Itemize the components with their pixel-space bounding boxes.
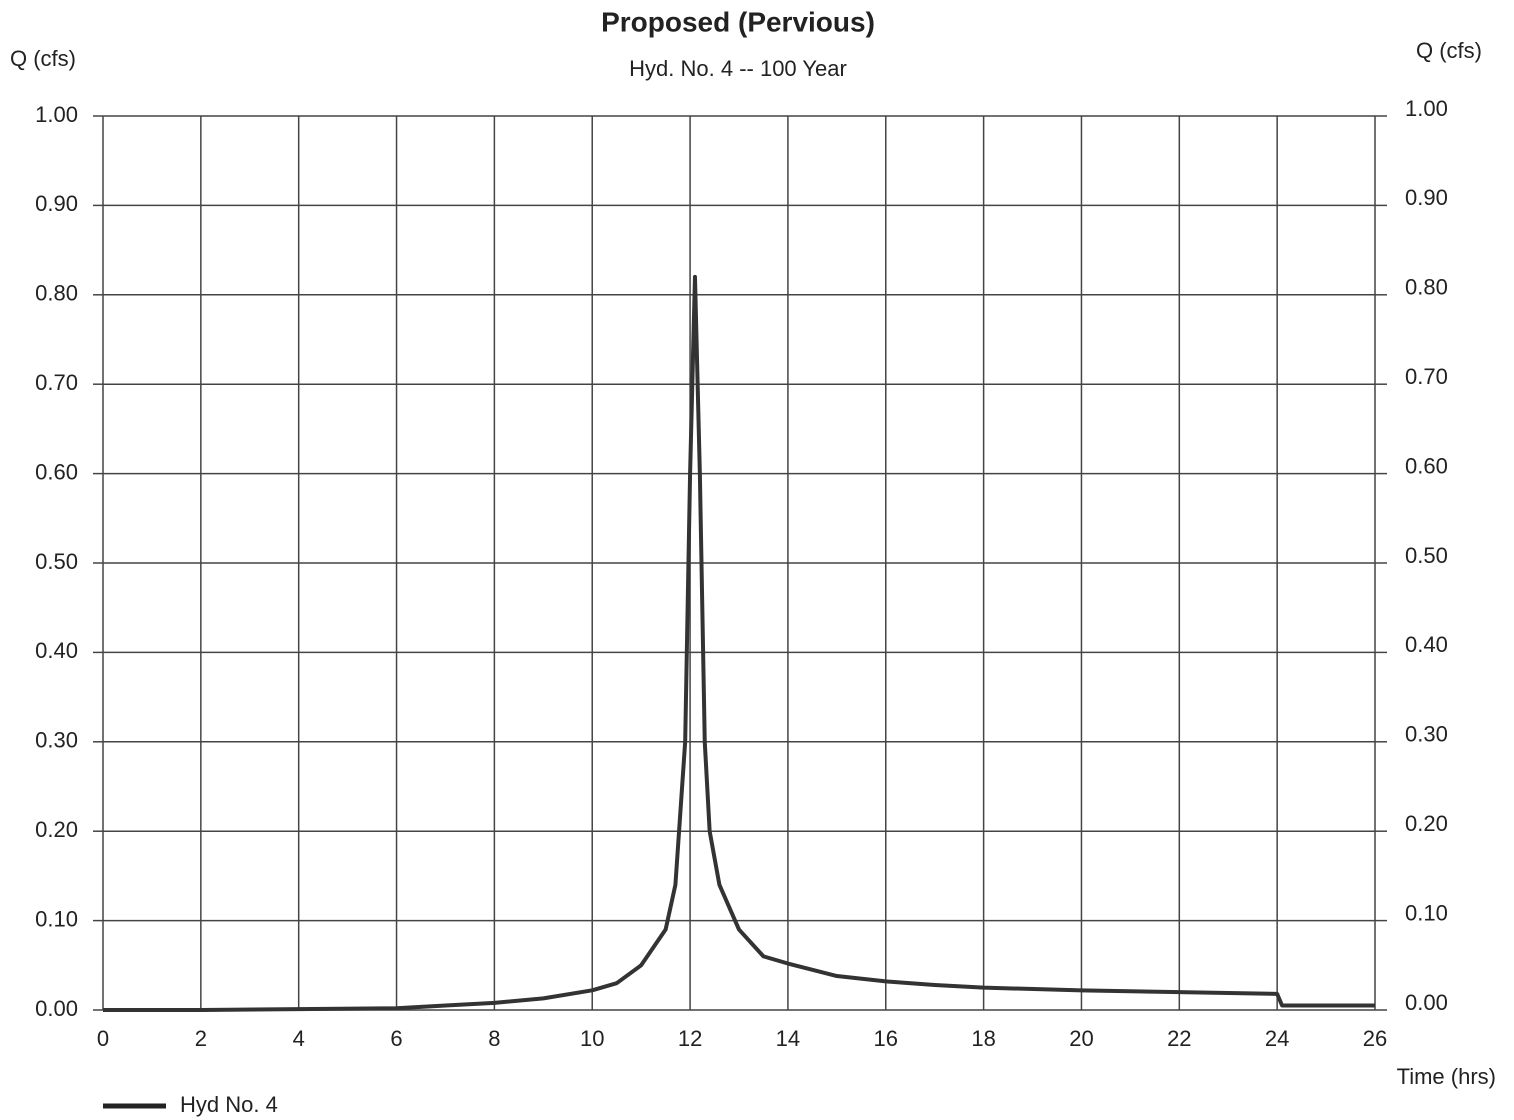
y2-tick-label: 1.00 bbox=[1405, 96, 1448, 121]
x-tick-label: 6 bbox=[390, 1026, 402, 1051]
y2-tick-label: 0.50 bbox=[1405, 543, 1448, 568]
x-tick-label: 18 bbox=[971, 1026, 995, 1051]
x-tick-label: 10 bbox=[580, 1026, 604, 1051]
y-tick-label: 0.40 bbox=[35, 638, 78, 663]
y2-axis-label: Q (cfs) bbox=[1416, 38, 1482, 63]
x-tick-label: 20 bbox=[1069, 1026, 1093, 1051]
y2-tick-label: 0.80 bbox=[1405, 275, 1448, 300]
x-axis-label: Time (hrs) bbox=[1397, 1064, 1496, 1089]
y2-tick-label: 0.30 bbox=[1405, 722, 1448, 747]
line-series bbox=[103, 274, 1375, 1012]
x-tick-label: 26 bbox=[1363, 1026, 1387, 1051]
x-tick-label: 0 bbox=[97, 1026, 109, 1051]
y-tick-label: 0.60 bbox=[35, 459, 78, 484]
x-tick-label: 12 bbox=[678, 1026, 702, 1051]
x-tick-label: 14 bbox=[776, 1026, 800, 1051]
y2-tick-label: 0.00 bbox=[1405, 990, 1448, 1015]
x-tick-label: 4 bbox=[293, 1026, 305, 1051]
y2-tick-label: 0.90 bbox=[1405, 185, 1448, 210]
legend-label: Hyd No. 4 bbox=[180, 1092, 278, 1117]
x-tick-label: 2 bbox=[195, 1026, 207, 1051]
x-tick-label: 24 bbox=[1265, 1026, 1289, 1051]
x-tick-label: 16 bbox=[874, 1026, 898, 1051]
x-tick-label: 8 bbox=[488, 1026, 500, 1051]
y-tick-label: 1.00 bbox=[35, 102, 78, 127]
y2-tick-label: 0.10 bbox=[1405, 900, 1448, 925]
y-axis-label: Q (cfs) bbox=[10, 46, 76, 71]
x-tick-label: 22 bbox=[1167, 1026, 1191, 1051]
y2-tick-label: 0.60 bbox=[1405, 453, 1448, 478]
y2-tick-label: 0.20 bbox=[1405, 811, 1448, 836]
y-tick-label: 0.30 bbox=[35, 728, 78, 753]
chart-title: Proposed (Pervious) bbox=[601, 6, 875, 37]
y-tick-label: 0.10 bbox=[35, 906, 78, 931]
chart-subtitle: Hyd. No. 4 -- 100 Year bbox=[629, 56, 847, 81]
y2-tick-label: 0.70 bbox=[1405, 364, 1448, 389]
y-tick-label: 0.20 bbox=[35, 817, 78, 842]
y-tick-label: 0.50 bbox=[35, 549, 78, 574]
y2-tick-label: 0.40 bbox=[1405, 632, 1448, 657]
y-tick-label: 0.80 bbox=[35, 281, 78, 306]
y-tick-label: 0.90 bbox=[35, 191, 78, 216]
y-tick-label: 0.70 bbox=[35, 370, 78, 395]
y-tick-label: 0.00 bbox=[35, 996, 78, 1021]
